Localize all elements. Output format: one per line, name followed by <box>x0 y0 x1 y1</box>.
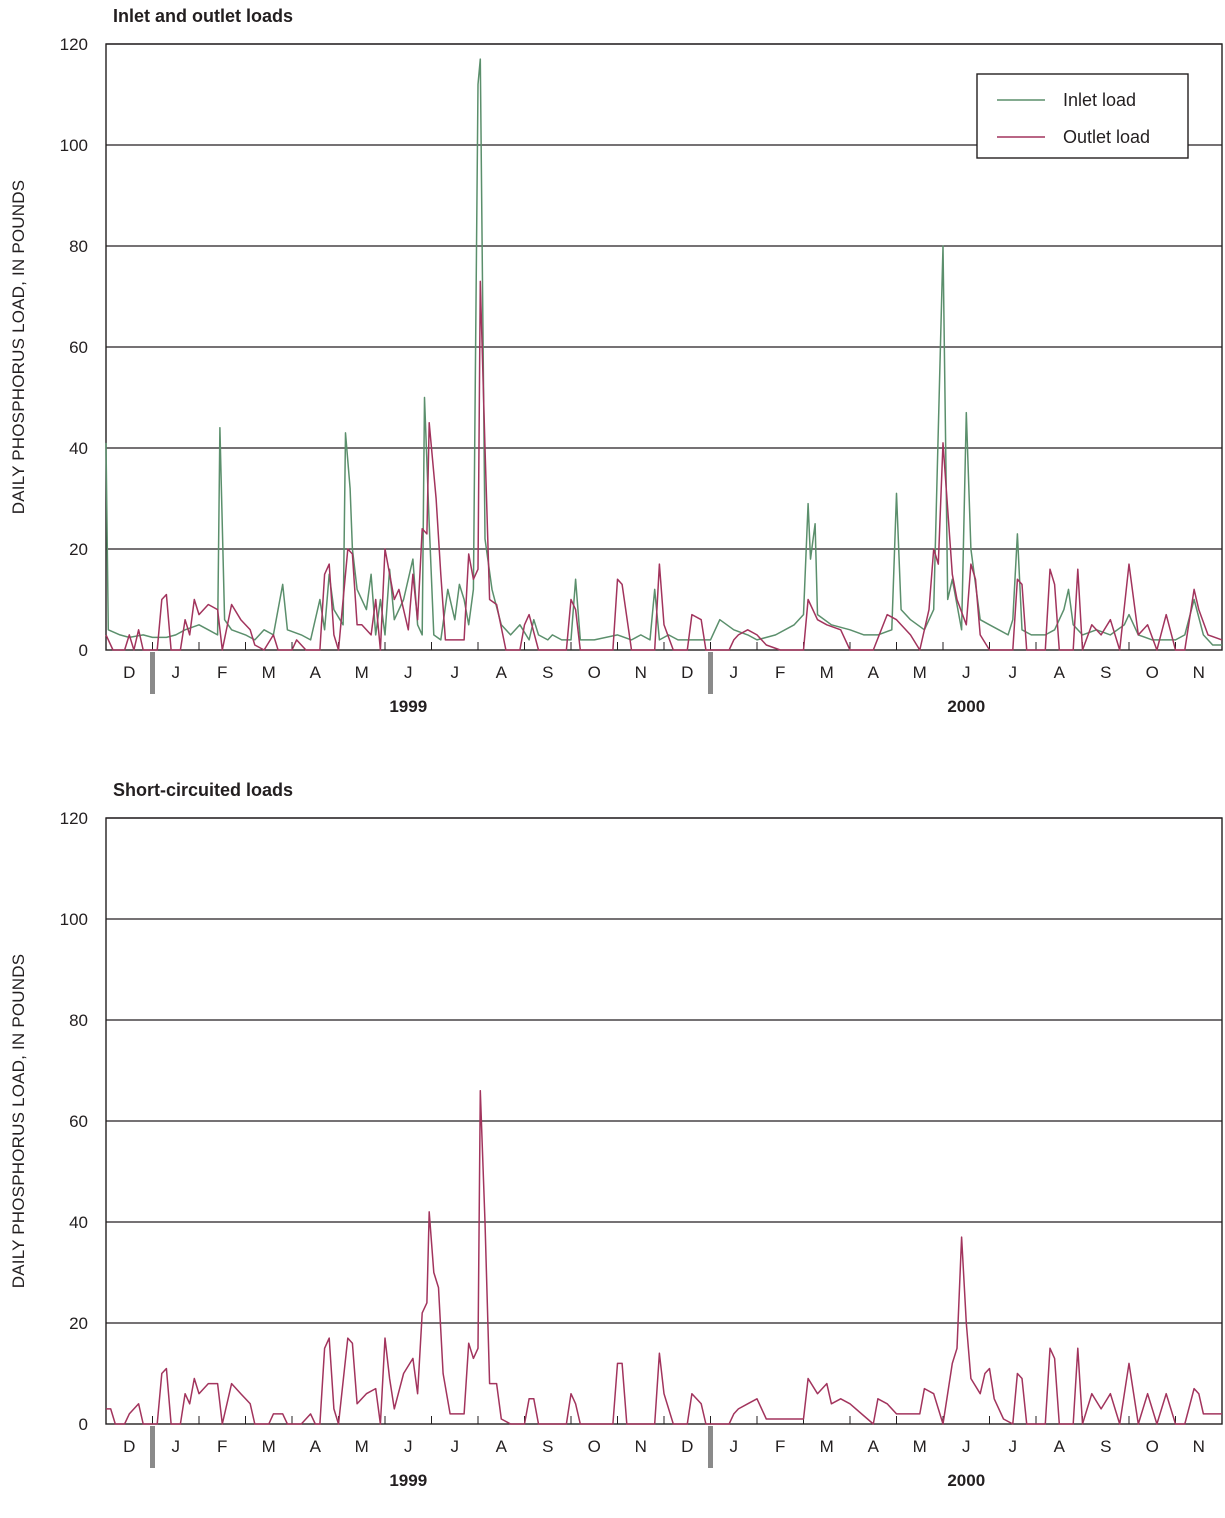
y-tick-label: 40 <box>69 1213 88 1232</box>
month-tick-label: J <box>451 663 460 682</box>
month-tick-label: J <box>962 663 971 682</box>
y-axis-label: DAILY PHOSPHORUS LOAD, IN POUNDS <box>9 954 28 1289</box>
y-tick-label: 40 <box>69 439 88 458</box>
year-separator <box>708 1426 713 1468</box>
month-tick-label: N <box>635 663 647 682</box>
month-tick-label: F <box>217 1437 227 1456</box>
y-tick-label: 80 <box>69 237 88 256</box>
month-tick-label: M <box>262 663 276 682</box>
y-axis-label: DAILY PHOSPHORUS LOAD, IN POUNDS <box>9 180 28 515</box>
month-tick-label: A <box>868 663 880 682</box>
year-separator <box>150 652 155 694</box>
month-tick-label: J <box>962 1437 971 1456</box>
chart-title: Short-circuited loads <box>113 780 293 800</box>
month-tick-label: O <box>1146 1437 1159 1456</box>
month-tick-label: A <box>868 1437 880 1456</box>
month-tick-label: D <box>681 663 693 682</box>
month-tick-label: O <box>588 1437 601 1456</box>
month-tick-label: M <box>355 663 369 682</box>
month-tick-label: J <box>404 1437 413 1456</box>
year-separator <box>150 1426 155 1468</box>
short-circuited-chart: Short-circuited loads 0 20 40 60 80 100 120 D J F M… <box>0 774 1225 1518</box>
month-tick-label: J <box>1009 663 1018 682</box>
y-tick-label: 0 <box>79 1415 88 1434</box>
month-tick-label: M <box>820 663 834 682</box>
year-label: 2000 <box>947 697 985 716</box>
series-line <box>106 1089 1222 1425</box>
month-tick-label: A <box>310 1437 322 1456</box>
month-tick-label: M <box>913 1437 927 1456</box>
month-tick-label: N <box>635 1437 647 1456</box>
legend-label: Inlet load <box>1063 90 1136 110</box>
month-tick-label: F <box>775 663 785 682</box>
y-tick-label: 60 <box>69 1112 88 1131</box>
y-tick-label: 120 <box>60 809 88 828</box>
short-circuited-chart-svg: Short-circuited loads 0 20 40 60 80 100 120 D J F M… <box>9 780 1223 1488</box>
month-tick-label: S <box>542 663 553 682</box>
month-tick-label: D <box>123 663 135 682</box>
month-tick-label: M <box>820 1437 834 1456</box>
inlet-load-line <box>105 58 1222 646</box>
y-tick-label: 20 <box>69 1314 88 1333</box>
month-tick-label: J <box>730 1437 739 1456</box>
month-tick-label: M <box>262 1437 276 1456</box>
y-tick-label: 80 <box>69 1011 88 1030</box>
month-tick-label: J <box>1009 1437 1018 1456</box>
month-tick-label: M <box>355 1437 369 1456</box>
year-label: 1999 <box>389 697 427 716</box>
month-tick-label: S <box>1100 663 1111 682</box>
month-tick-label: A <box>496 663 508 682</box>
year-separator <box>708 652 713 694</box>
y-tick-label: 120 <box>60 35 88 54</box>
month-tick-label: J <box>404 663 413 682</box>
month-tick-label: D <box>681 1437 693 1456</box>
inlet-outlet-chart-svg: Inlet and outlet loads 0 20 40 60 80 100 120 D J F… <box>9 6 1223 716</box>
month-tick-label: F <box>217 663 227 682</box>
legend-label: Outlet load <box>1063 127 1150 147</box>
year-label: 2000 <box>947 1471 985 1488</box>
inlet-outlet-chart: Inlet and outlet loads 0 20 40 60 80 100 120 D J F… <box>0 0 1225 744</box>
y-tick-label: 100 <box>60 136 88 155</box>
y-tick-label: 100 <box>60 910 88 929</box>
month-tick-label: A <box>310 663 322 682</box>
month-tick-label: A <box>496 1437 508 1456</box>
month-tick-label: J <box>730 663 739 682</box>
month-tick-label: M <box>913 663 927 682</box>
month-tick-label: O <box>1146 663 1159 682</box>
month-tick-label: J <box>451 1437 460 1456</box>
chart-title: Inlet and outlet loads <box>113 6 293 26</box>
year-label: 1999 <box>389 1471 427 1488</box>
month-tick-label: A <box>1054 663 1066 682</box>
y-tick-label: 60 <box>69 338 88 357</box>
month-tick-label: D <box>123 1437 135 1456</box>
outlet-load-line <box>105 280 1223 651</box>
month-tick-label: S <box>542 1437 553 1456</box>
y-tick-label: 0 <box>79 641 88 660</box>
month-tick-label: S <box>1100 1437 1111 1456</box>
month-tick-label: N <box>1193 1437 1205 1456</box>
month-tick-label: N <box>1193 663 1205 682</box>
month-tick-label: J <box>172 1437 181 1456</box>
month-tick-label: A <box>1054 1437 1066 1456</box>
month-tick-label: F <box>775 1437 785 1456</box>
month-tick-label: J <box>172 663 181 682</box>
legend-box <box>976 73 1189 159</box>
month-tick-label: O <box>588 663 601 682</box>
y-tick-label: 20 <box>69 540 88 559</box>
